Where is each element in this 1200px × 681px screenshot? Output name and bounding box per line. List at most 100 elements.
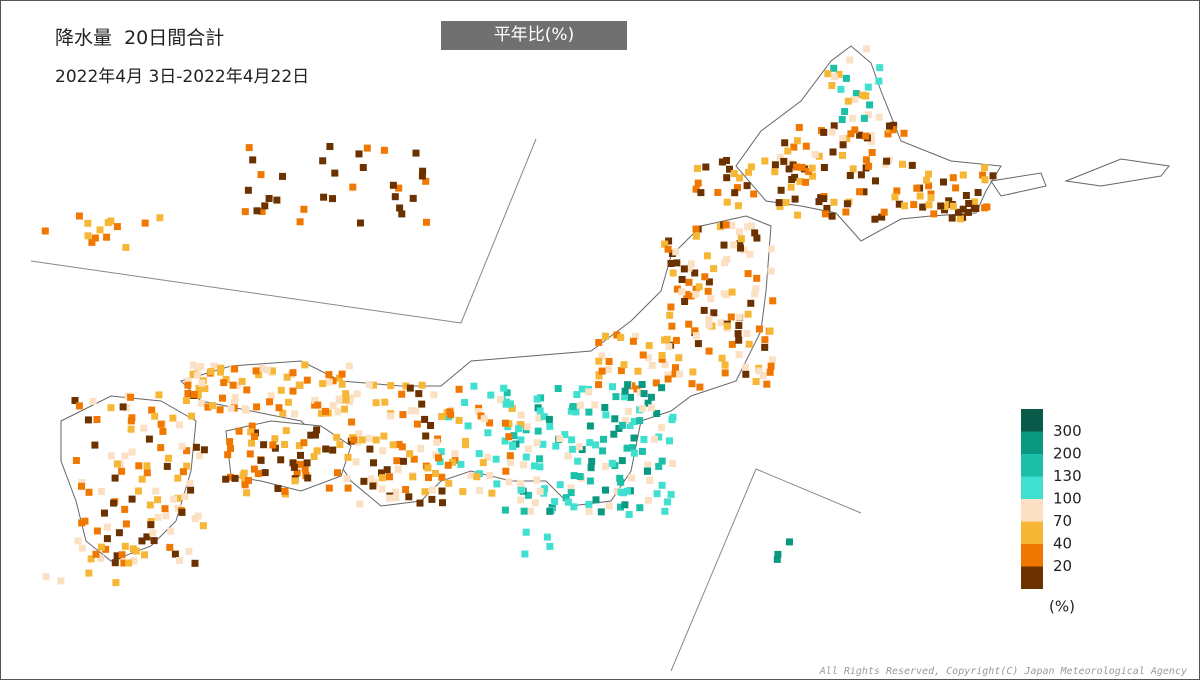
station: [630, 449, 638, 457]
station: [667, 490, 675, 498]
station: [425, 474, 432, 481]
station: [811, 151, 819, 158]
legend-label: 40: [1053, 535, 1072, 553]
station: [925, 182, 933, 190]
station: [251, 429, 259, 437]
station: [710, 265, 718, 273]
legend-swatch: [1021, 521, 1043, 544]
station: [761, 336, 769, 344]
station: [118, 551, 126, 559]
station: [194, 391, 202, 399]
station: [927, 194, 935, 202]
station: [121, 452, 129, 460]
station: [774, 550, 782, 558]
station: [127, 425, 135, 433]
station: [561, 431, 569, 439]
station: [620, 361, 628, 369]
station: [437, 448, 445, 456]
station: [866, 101, 874, 109]
station: [940, 178, 947, 186]
station: [669, 413, 677, 421]
station: [688, 380, 696, 388]
station: [705, 278, 713, 286]
station: [486, 472, 494, 480]
station: [101, 509, 108, 517]
station: [148, 406, 156, 414]
station: [609, 383, 616, 391]
station: [857, 171, 865, 179]
station: [737, 244, 744, 252]
station: [731, 189, 739, 197]
station: [445, 479, 453, 487]
station: [122, 520, 130, 528]
station: [432, 470, 439, 477]
station: [247, 428, 255, 436]
station: [329, 195, 336, 203]
station: [694, 179, 702, 187]
station: [617, 367, 625, 375]
station: [586, 422, 594, 430]
station: [680, 265, 688, 273]
station: [552, 442, 560, 450]
station: [569, 445, 577, 453]
station: [260, 441, 268, 449]
station: [84, 232, 92, 240]
station: [521, 550, 529, 558]
station: [531, 462, 538, 470]
station: [224, 451, 232, 459]
station: [186, 479, 194, 487]
station: [279, 409, 287, 417]
station: [231, 474, 239, 482]
station: [889, 126, 897, 134]
station: [265, 195, 273, 202]
station: [785, 165, 793, 173]
station: [372, 436, 380, 444]
station: [665, 237, 673, 245]
station: [178, 442, 186, 450]
station: [945, 197, 953, 205]
station: [602, 332, 609, 340]
station: [962, 192, 970, 199]
station: [396, 204, 404, 212]
station: [568, 436, 576, 444]
station: [678, 276, 686, 283]
station: [502, 400, 510, 408]
station: [248, 439, 256, 447]
station: [484, 429, 492, 437]
station: [830, 73, 838, 81]
station: [141, 551, 148, 559]
station: [245, 144, 253, 152]
station: [113, 223, 121, 231]
station: [655, 462, 663, 470]
station: [350, 436, 358, 444]
station: [175, 421, 183, 429]
station: [360, 477, 368, 485]
station: [864, 83, 872, 91]
station: [258, 364, 266, 372]
station: [746, 250, 754, 258]
station: [184, 390, 192, 397]
station: [300, 439, 308, 447]
station: [429, 486, 436, 494]
station: [856, 131, 864, 139]
station: [658, 424, 666, 432]
station: [752, 378, 760, 385]
station: [864, 111, 872, 119]
station: [135, 462, 143, 470]
station: [773, 555, 781, 563]
station: [505, 420, 513, 428]
station: [554, 385, 562, 392]
station: [253, 403, 261, 411]
station: [648, 404, 655, 412]
station: [143, 469, 151, 477]
station: [393, 457, 401, 465]
station: [908, 161, 916, 169]
station: [540, 489, 548, 497]
station: [507, 459, 515, 467]
station: [522, 528, 530, 536]
station: [536, 463, 544, 471]
station: [838, 116, 846, 123]
station: [252, 367, 260, 375]
station: [852, 90, 860, 98]
station: [183, 447, 191, 455]
